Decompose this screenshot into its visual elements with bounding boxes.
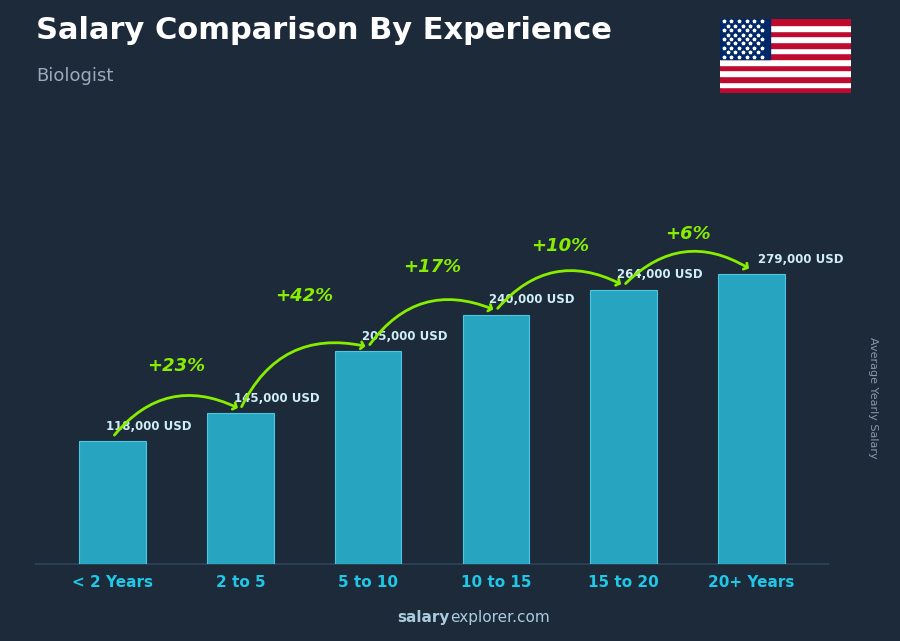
Bar bbox=[207, 413, 274, 564]
Text: 240,000 USD: 240,000 USD bbox=[490, 294, 575, 306]
Text: +10%: +10% bbox=[531, 237, 589, 254]
Bar bbox=[720, 53, 850, 59]
Bar bbox=[590, 290, 657, 564]
Text: Average Yearly Salary: Average Yearly Salary bbox=[868, 337, 878, 458]
Bar bbox=[720, 19, 770, 59]
Bar bbox=[720, 31, 850, 37]
Text: explorer.com: explorer.com bbox=[450, 610, 550, 625]
Bar bbox=[720, 76, 850, 81]
Bar bbox=[720, 47, 850, 53]
Bar bbox=[720, 19, 850, 25]
Bar bbox=[720, 71, 850, 76]
Text: 145,000 USD: 145,000 USD bbox=[234, 392, 320, 405]
Bar bbox=[718, 274, 785, 564]
Text: 118,000 USD: 118,000 USD bbox=[106, 420, 192, 433]
Bar bbox=[720, 81, 850, 87]
Text: Biologist: Biologist bbox=[36, 67, 113, 85]
Bar bbox=[720, 25, 850, 31]
Text: 264,000 USD: 264,000 USD bbox=[617, 269, 703, 281]
Text: Salary Comparison By Experience: Salary Comparison By Experience bbox=[36, 16, 612, 45]
Bar bbox=[720, 59, 850, 65]
Bar bbox=[720, 37, 850, 42]
Bar bbox=[720, 65, 850, 71]
Text: 205,000 USD: 205,000 USD bbox=[362, 329, 447, 343]
Text: +17%: +17% bbox=[403, 258, 461, 276]
Text: +23%: +23% bbox=[148, 356, 205, 374]
Text: +42%: +42% bbox=[275, 287, 333, 304]
Text: 279,000 USD: 279,000 USD bbox=[758, 253, 843, 266]
Bar bbox=[720, 42, 850, 47]
Text: salary: salary bbox=[398, 610, 450, 625]
Bar bbox=[79, 442, 146, 564]
Bar bbox=[463, 315, 529, 564]
Bar bbox=[720, 87, 850, 93]
Text: +6%: +6% bbox=[665, 225, 710, 243]
Bar bbox=[335, 351, 401, 564]
